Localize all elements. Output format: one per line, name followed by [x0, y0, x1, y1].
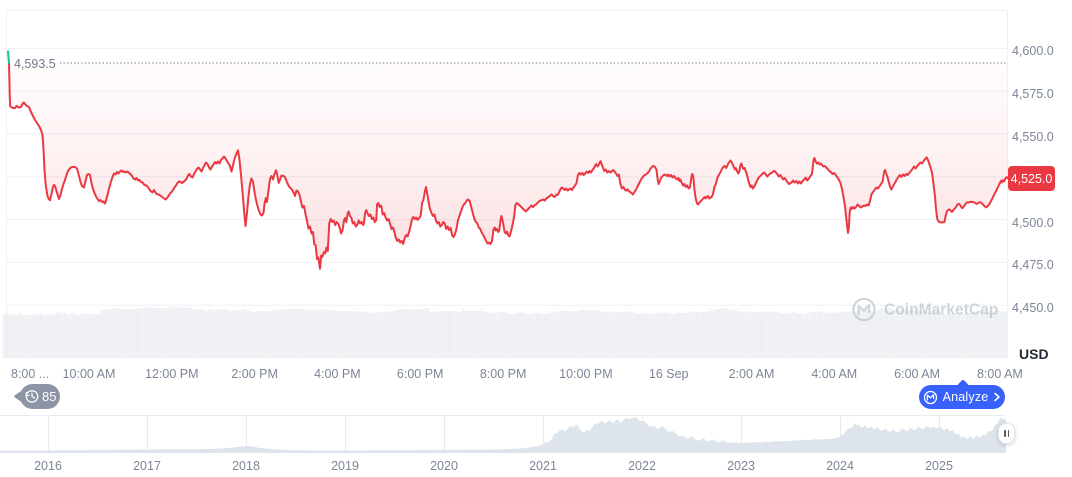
- svg-text:CoinMarketCap: CoinMarketCap: [884, 302, 998, 319]
- svg-text:85: 85: [42, 389, 56, 404]
